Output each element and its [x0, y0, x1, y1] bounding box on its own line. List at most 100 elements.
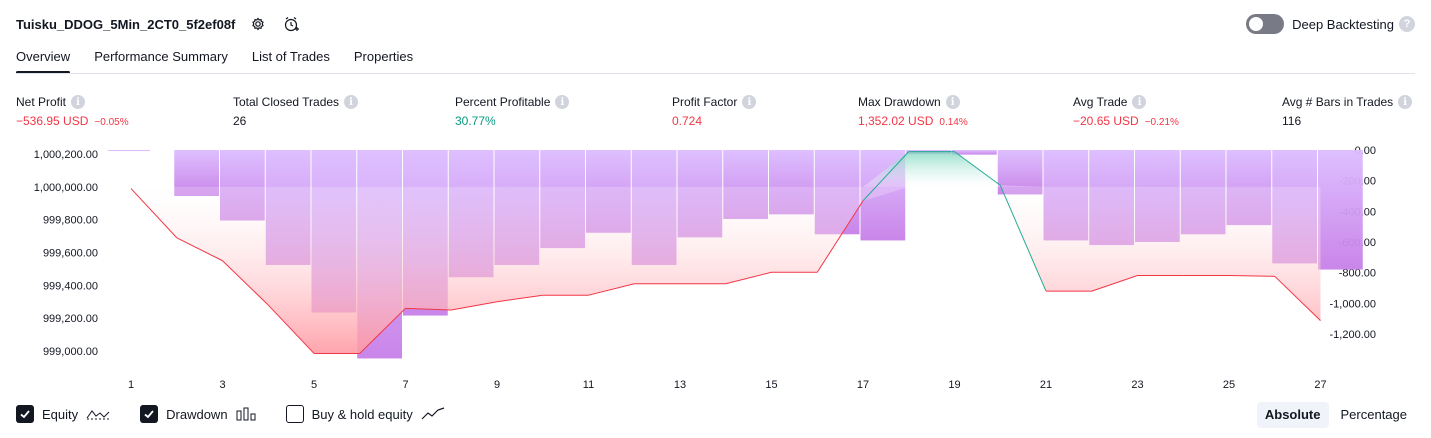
tabs-divider — [16, 73, 1415, 74]
equity-segment — [1274, 275, 1321, 321]
info-icon[interactable]: i — [742, 95, 757, 109]
absolute-button[interactable]: Absolute — [1256, 402, 1329, 428]
x-tick-label: 1 — [128, 379, 134, 391]
deep-backtesting-control: Deep Backtesting ? — [1246, 12, 1415, 36]
equity-segment — [359, 307, 406, 354]
deep-backtesting-label: Deep Backtesting — [1292, 16, 1394, 32]
metric-max-drawdown: Max Drawdown i 1,352.02 USD 0.14% — [858, 94, 968, 130]
x-tick-label: 23 — [1131, 379, 1143, 391]
x-tick-label: 9 — [494, 379, 500, 391]
metric-total-closed-trades: Total Closed Trades i 26 — [233, 94, 359, 130]
left-y-axis: 1,000,200.00 1,000,000.00 999,800.00 999,60… — [34, 149, 98, 358]
info-icon[interactable]: i — [71, 95, 86, 109]
y-tick-label: 999,200.00 — [43, 313, 98, 325]
strategy-header: Tuisku_DDOG_5Min_2CT0_5f2ef08f — [16, 12, 303, 36]
y-tick-label: 999,400.00 — [43, 280, 98, 292]
x-tick-label: 17 — [857, 379, 869, 391]
info-icon[interactable]: i — [945, 95, 960, 109]
x-tick-label: 15 — [765, 379, 777, 391]
equity-segment — [588, 283, 635, 296]
drawdown-bars-icon — [236, 407, 256, 421]
equity-label: Equity — [42, 406, 79, 422]
equity-segment — [130, 188, 178, 239]
x-tick-label: 25 — [1223, 379, 1235, 391]
y-tick-label: 1,000,200.00 — [34, 149, 98, 161]
legend-buy-hold-equity[interactable]: Buy & hold equity — [285, 405, 445, 423]
metric-label: Net Profit — [16, 95, 67, 109]
metric-percent: −0.21% — [1144, 117, 1179, 128]
metric-label: Total Closed Trades — [233, 95, 340, 109]
drawdown-label: Drawdown — [166, 406, 228, 422]
x-tick-label: 19 — [948, 379, 960, 391]
x-tick-label: 21 — [1040, 379, 1052, 391]
equity-segment — [1091, 275, 1138, 292]
metric-avg-bars: Avg # Bars in Trades i 116 — [1282, 94, 1413, 130]
tab-performance-summary[interactable]: Performance Summary — [94, 49, 228, 64]
equity-segment — [954, 151, 1001, 186]
deep-backtesting-toggle[interactable] — [1246, 14, 1285, 34]
drawdown-bar — [952, 150, 997, 155]
equity-drawdown-chart[interactable]: 1,000,200.00 1,000,000.00 999,800.00 999,60… — [0, 140, 1431, 400]
y-tick-label: 999,600.00 — [43, 248, 98, 260]
strategy-name: Tuisku_DDOG_5Min_2CT0_5f2ef08f — [16, 16, 236, 32]
metric-profit-factor: Profit Factor i 0.724 — [672, 94, 757, 130]
equity-fill — [131, 151, 1321, 354]
legend-equity[interactable]: Equity — [16, 405, 110, 423]
equity-line — [130, 151, 1321, 354]
metric-value: −20.65 USD — [1073, 114, 1139, 128]
y-tick-label: -800.00 — [1339, 268, 1376, 280]
add-alert-clock-icon[interactable] — [281, 13, 303, 35]
x-tick-label: 5 — [311, 379, 317, 391]
help-icon[interactable]: ? — [1399, 16, 1415, 32]
equity-segment — [176, 237, 223, 262]
x-tick-label: 11 — [583, 379, 594, 391]
y-tick-label: -1,000.00 — [1330, 298, 1376, 310]
metric-value: 0.724 — [672, 114, 703, 128]
equity-line-icon — [86, 407, 110, 421]
equity-segment — [816, 200, 864, 273]
equity-segment — [267, 304, 315, 354]
equity-segment — [405, 307, 452, 311]
metric-label: Max Drawdown — [858, 95, 941, 109]
metric-avg-trade: Avg Trade i −20.65 USD −0.21% — [1073, 94, 1179, 130]
equity-segment — [496, 294, 543, 303]
info-icon[interactable]: i — [1398, 95, 1413, 109]
info-icon[interactable]: i — [1132, 95, 1147, 109]
equity-segment — [222, 260, 269, 306]
metric-value: 116 — [1282, 114, 1302, 128]
tab-list-of-trades[interactable]: List of Trades — [251, 49, 330, 64]
drawdown-checkbox[interactable] — [140, 405, 159, 423]
drawdown-bar — [108, 150, 150, 151]
tab-properties[interactable]: Properties — [353, 49, 414, 64]
y-tick-label: -1,200.00 — [1330, 329, 1376, 341]
metric-value: 1,352.02 USD — [858, 114, 934, 128]
value-mode-switch: Absolute Percentage — [1253, 402, 1415, 428]
drawdown-bar — [1318, 150, 1363, 270]
info-icon[interactable]: i — [344, 95, 359, 109]
metric-net-profit: Net Profit i −536.95 USD −0.05% — [16, 94, 129, 130]
metric-value: 30.77% — [455, 114, 496, 128]
buy-hold-label: Buy & hold equity — [311, 406, 413, 422]
y-tick-label: 1,000,000.00 — [34, 182, 98, 194]
buy-hold-line-icon — [421, 407, 445, 421]
metric-percent-profitable: Percent Profitable i 30.77% — [455, 94, 570, 130]
metric-label: Percent Profitable — [455, 95, 551, 109]
chart-legend: Equity Drawdown Buy & hold equity — [16, 403, 475, 425]
equity-segment — [1228, 275, 1275, 277]
y-tick-label: 999,000.00 — [43, 346, 98, 358]
x-tick-label: 3 — [219, 379, 225, 391]
metric-percent: −0.05% — [94, 117, 129, 128]
equity-segment — [999, 185, 1047, 292]
settings-gear-icon[interactable] — [247, 13, 269, 35]
percentage-button[interactable]: Percentage — [1340, 407, 1408, 422]
metric-value: −536.95 USD — [16, 114, 89, 128]
metric-label: Avg # Bars in Trades — [1282, 95, 1394, 109]
metric-label: Avg Trade — [1073, 95, 1128, 109]
legend-drawdown[interactable]: Drawdown — [140, 405, 256, 423]
buy-hold-checkbox[interactable] — [285, 405, 304, 423]
info-icon[interactable]: i — [555, 95, 570, 109]
equity-checkbox[interactable] — [16, 405, 34, 423]
equity-segment — [862, 151, 910, 202]
tab-overview[interactable]: Overview — [16, 46, 94, 74]
y-tick-label: 999,800.00 — [43, 215, 98, 227]
